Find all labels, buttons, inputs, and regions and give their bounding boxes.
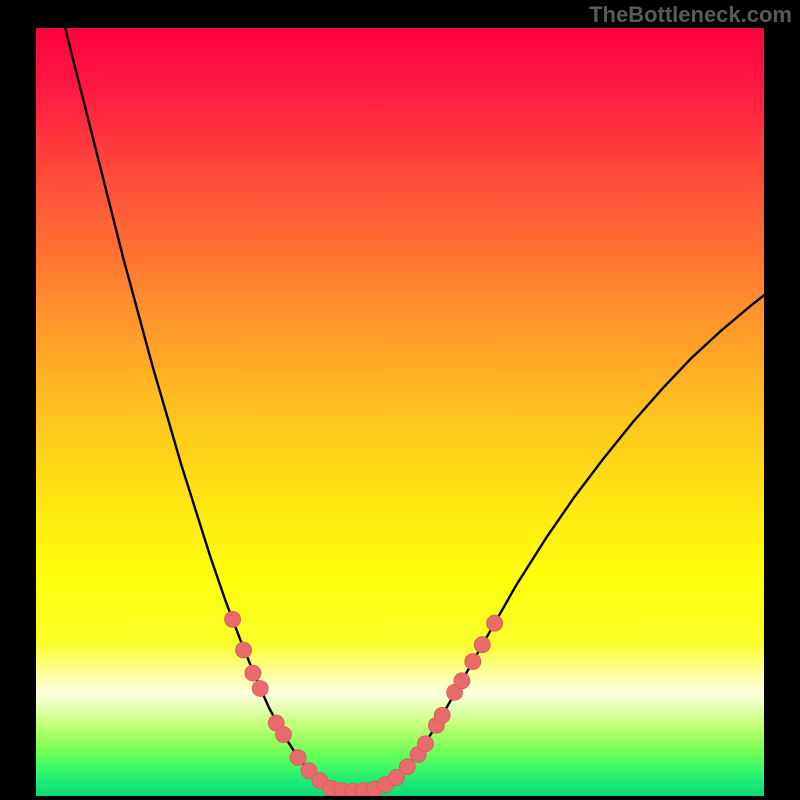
- data-marker: [474, 637, 490, 653]
- data-marker: [245, 665, 261, 681]
- chart-outer: TheBottleneck.com: [0, 0, 800, 800]
- plot-area: [36, 28, 764, 796]
- data-marker: [454, 673, 470, 689]
- data-marker: [465, 654, 481, 670]
- bottleneck-curve: [65, 28, 764, 791]
- data-marker: [276, 727, 292, 743]
- data-marker: [399, 759, 415, 775]
- data-marker: [225, 611, 241, 627]
- watermark-text: TheBottleneck.com: [589, 2, 792, 28]
- data-marker: [487, 615, 503, 631]
- data-marker: [417, 736, 433, 752]
- chart-overlay: [36, 28, 764, 796]
- data-marker: [235, 642, 251, 658]
- data-marker: [434, 707, 450, 723]
- data-marker: [290, 750, 306, 766]
- data-marker: [252, 680, 268, 696]
